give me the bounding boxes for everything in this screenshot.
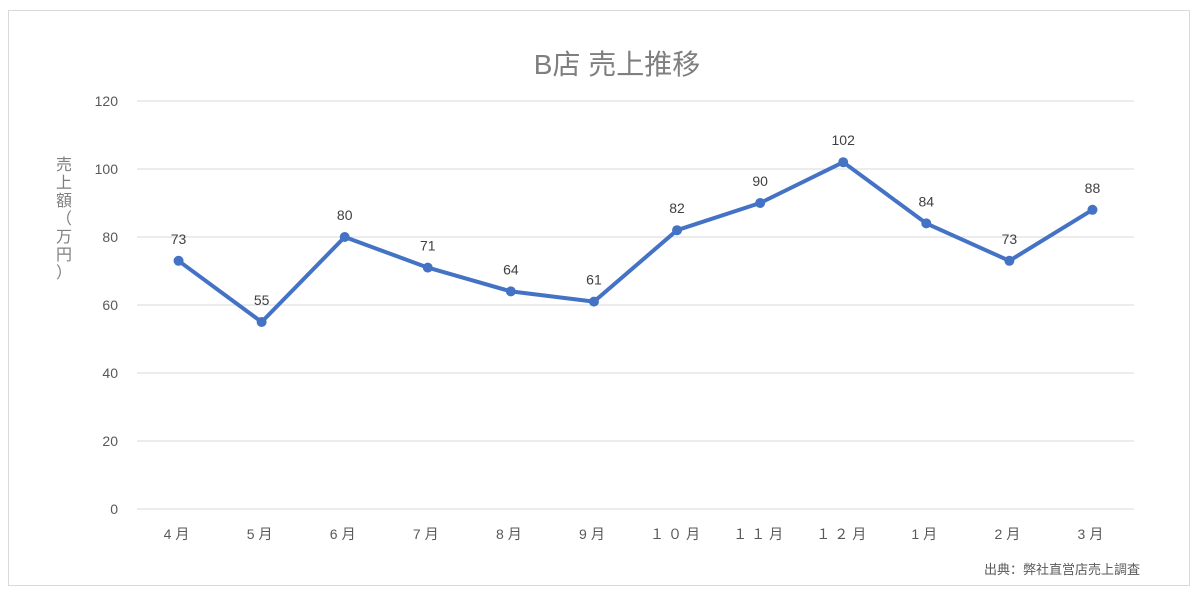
y-axis-label: 売上額（万円） bbox=[56, 156, 72, 282]
data-point bbox=[256, 317, 267, 327]
data-label: 64 bbox=[503, 261, 519, 277]
data-point bbox=[921, 218, 932, 229]
x-tick-label: 8月 bbox=[496, 526, 526, 542]
data-label: 80 bbox=[337, 207, 353, 223]
y-tick-label: 80 bbox=[102, 229, 118, 245]
data-label: 73 bbox=[1002, 231, 1018, 247]
y-axis-title-char: 万 bbox=[56, 229, 72, 246]
data-point bbox=[672, 225, 683, 236]
data-label: 90 bbox=[752, 173, 768, 189]
y-tick-label: 120 bbox=[95, 93, 119, 109]
y-axis-title-char: 上 bbox=[56, 174, 72, 192]
y-axis-title-char: （ bbox=[56, 210, 72, 228]
x-tick-label: １２月 bbox=[816, 526, 870, 542]
data-label: 55 bbox=[254, 292, 270, 308]
data-point bbox=[755, 198, 766, 208]
data-point bbox=[1004, 255, 1015, 266]
x-tick-label: 2月 bbox=[994, 526, 1024, 542]
chart-title: B店 売上推移 bbox=[534, 49, 700, 80]
x-tick-label: 1月 bbox=[911, 526, 941, 542]
data-label: 71 bbox=[420, 238, 436, 254]
data-labels: 73 55 80 71 64 61 82 90 102 84 73 88 bbox=[171, 132, 1101, 308]
data-point bbox=[422, 262, 433, 273]
x-tick-label: 9月 bbox=[579, 526, 609, 542]
data-point bbox=[339, 232, 350, 242]
data-point bbox=[505, 286, 516, 297]
x-tick-label: 4月 bbox=[164, 526, 194, 542]
y-tick-label: 60 bbox=[102, 297, 118, 313]
x-tick-label: １０月 bbox=[650, 526, 704, 542]
gridlines bbox=[137, 100, 1134, 510]
source-note: 出典：弊社直営店売上調査 bbox=[984, 562, 1140, 577]
y-axis-title-char: 円 bbox=[56, 247, 72, 264]
x-tick-label: １１月 bbox=[733, 526, 787, 542]
y-axis-title-char: 売 bbox=[56, 156, 72, 174]
y-axis-title-char: 額 bbox=[56, 192, 72, 210]
series-line bbox=[176, 160, 1095, 324]
data-label: 88 bbox=[1085, 180, 1101, 196]
data-point bbox=[1087, 204, 1098, 215]
y-axis-title: 売上額（万円） bbox=[56, 156, 72, 282]
x-tick-label: 6月 bbox=[330, 526, 360, 542]
x-tick-label: 7月 bbox=[413, 526, 443, 542]
data-label: 73 bbox=[171, 231, 187, 247]
data-label: 61 bbox=[586, 272, 602, 288]
y-axis-ticks: 0 20 40 60 80 100 120 bbox=[95, 93, 119, 517]
x-tick-label: 3月 bbox=[1078, 526, 1108, 542]
x-axis-ticks: 4月 5月 6月 7月 8月 9月 １０月 １１月 １２月 1月 2月 3月 bbox=[164, 526, 1108, 542]
data-label: 84 bbox=[919, 193, 935, 209]
y-tick-label: 100 bbox=[95, 161, 119, 177]
y-tick-label: 20 bbox=[102, 433, 118, 449]
data-point bbox=[588, 296, 599, 307]
y-tick-label: 0 bbox=[110, 501, 118, 517]
y-axis-title-char: ） bbox=[56, 264, 72, 282]
data-point bbox=[173, 255, 184, 266]
data-point bbox=[838, 157, 849, 168]
x-tick-label: 5月 bbox=[247, 526, 277, 542]
data-label: 102 bbox=[832, 132, 856, 148]
y-tick-label: 40 bbox=[102, 365, 118, 381]
series bbox=[173, 157, 1098, 327]
data-label: 82 bbox=[669, 200, 685, 216]
